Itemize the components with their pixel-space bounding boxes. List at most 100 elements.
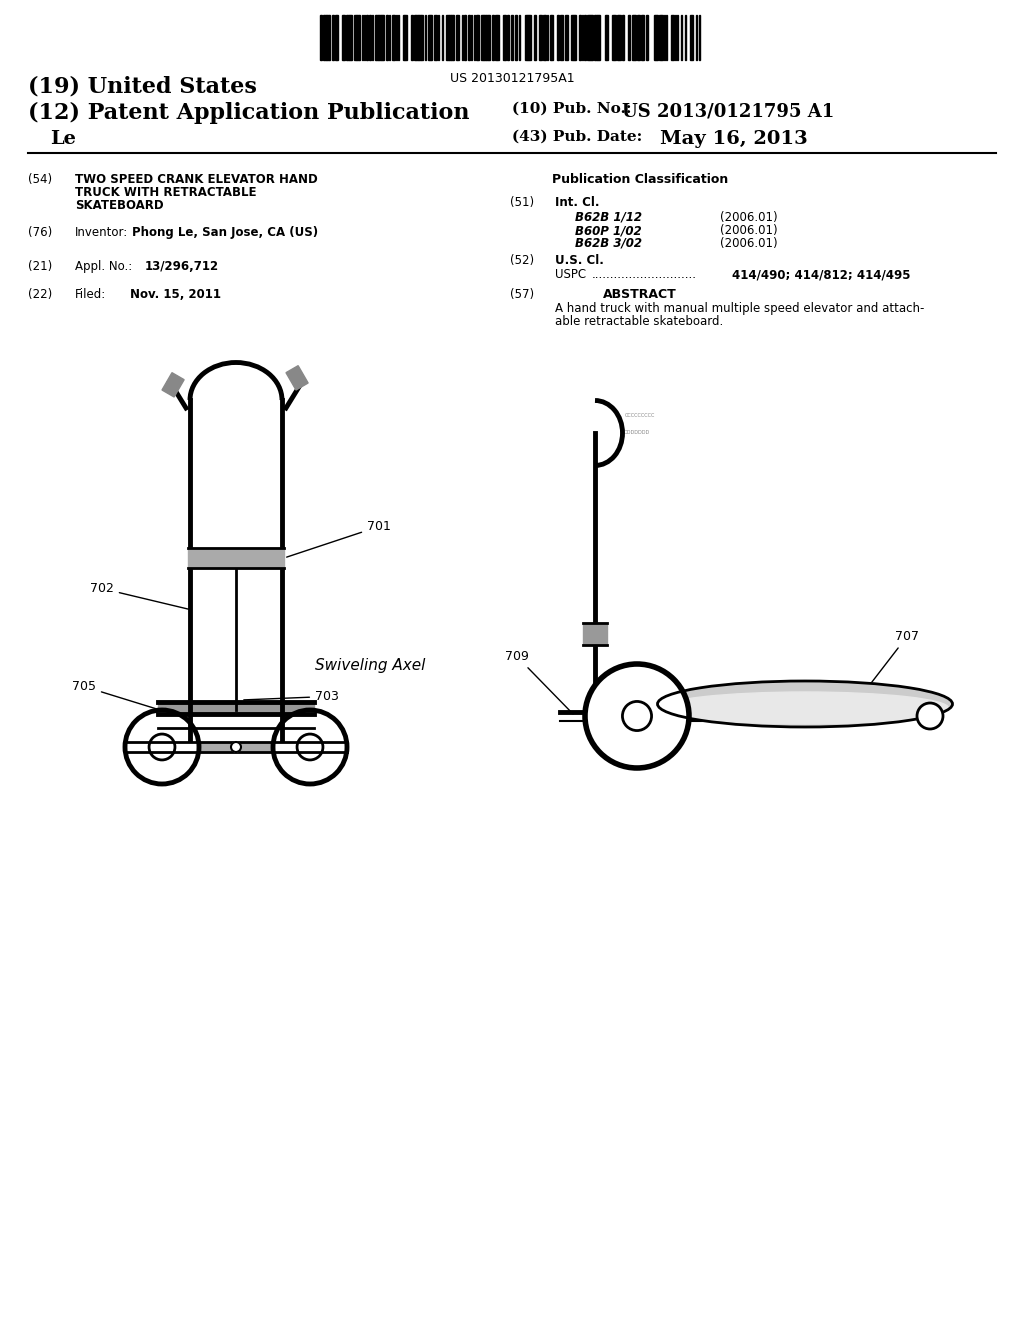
- Bar: [540, 15, 542, 59]
- Text: 707: 707: [857, 630, 919, 702]
- Bar: [543, 15, 545, 59]
- Bar: [614, 15, 616, 59]
- Text: 701: 701: [287, 520, 391, 557]
- Text: US 20130121795A1: US 20130121795A1: [450, 73, 574, 84]
- Bar: [434, 15, 437, 59]
- Text: Nov. 15, 2011: Nov. 15, 2011: [130, 288, 221, 301]
- Bar: [671, 15, 674, 59]
- Bar: [446, 15, 449, 59]
- Text: (54): (54): [28, 173, 52, 186]
- Text: Phong Le, San Jose, CA (US): Phong Le, San Jose, CA (US): [132, 226, 318, 239]
- Text: 414/490; 414/812; 414/495: 414/490; 414/812; 414/495: [732, 268, 910, 281]
- Bar: [357, 15, 359, 59]
- Circle shape: [231, 742, 241, 752]
- Bar: [618, 15, 621, 59]
- Text: (2006.01): (2006.01): [720, 211, 777, 224]
- Bar: [347, 15, 349, 59]
- Text: USPC: USPC: [555, 268, 586, 281]
- Text: (2006.01): (2006.01): [720, 238, 777, 249]
- Text: DDDDDDD: DDDDDDD: [623, 430, 649, 436]
- Text: Inventor:: Inventor:: [75, 226, 128, 239]
- Text: 702: 702: [90, 582, 189, 610]
- Text: (57): (57): [510, 288, 535, 301]
- Circle shape: [273, 710, 347, 784]
- Text: ABSTRACT: ABSTRACT: [603, 288, 677, 301]
- Bar: [125, 742, 347, 752]
- Text: Swiveling Axel: Swiveling Axel: [315, 657, 425, 673]
- Bar: [662, 15, 663, 59]
- Text: (51): (51): [510, 195, 535, 209]
- Bar: [319, 15, 705, 59]
- Text: TRUCK WITH RETRACTABLE: TRUCK WITH RETRACTABLE: [75, 186, 256, 199]
- Text: CCCCCCCCC: CCCCCCCCC: [625, 413, 655, 418]
- Bar: [162, 372, 184, 397]
- Bar: [495, 15, 497, 59]
- Bar: [376, 15, 378, 59]
- Circle shape: [585, 664, 689, 768]
- Text: (43) Pub. Date:: (43) Pub. Date:: [512, 129, 642, 144]
- Bar: [612, 15, 614, 59]
- Bar: [416, 15, 418, 59]
- Text: 705: 705: [72, 680, 158, 709]
- Bar: [583, 623, 607, 645]
- Bar: [595, 15, 597, 59]
- Text: (76): (76): [28, 226, 52, 239]
- Ellipse shape: [657, 681, 952, 727]
- Text: 703: 703: [244, 690, 339, 704]
- Bar: [606, 15, 608, 59]
- Bar: [354, 15, 356, 59]
- Ellipse shape: [662, 692, 948, 723]
- Text: (10) Pub. No.:: (10) Pub. No.:: [512, 102, 632, 116]
- Bar: [457, 15, 459, 59]
- Bar: [659, 15, 662, 59]
- Bar: [419, 15, 421, 59]
- Bar: [560, 15, 563, 59]
- Bar: [449, 15, 451, 59]
- Text: (19) United States: (19) United States: [28, 75, 257, 96]
- Text: ............................: ............................: [592, 268, 697, 281]
- Bar: [379, 15, 381, 59]
- Text: (12) Patent Application Publication: (12) Patent Application Publication: [28, 102, 469, 124]
- Text: (22): (22): [28, 288, 52, 301]
- Bar: [511, 15, 513, 59]
- Text: 709: 709: [505, 649, 573, 714]
- Text: U.S. Cl.: U.S. Cl.: [555, 253, 604, 267]
- Bar: [327, 15, 329, 59]
- Bar: [503, 15, 505, 59]
- Bar: [324, 15, 326, 59]
- Text: Le: Le: [50, 129, 76, 148]
- Text: B60P 1/02: B60P 1/02: [575, 224, 642, 238]
- Circle shape: [125, 710, 199, 784]
- Text: SKATEBOARD: SKATEBOARD: [75, 199, 164, 213]
- Bar: [571, 15, 573, 59]
- Bar: [584, 15, 586, 59]
- Text: B62B 3/02: B62B 3/02: [575, 238, 642, 249]
- Bar: [565, 15, 568, 59]
- Text: B62B 1/12: B62B 1/12: [575, 211, 642, 224]
- Bar: [525, 15, 527, 59]
- Text: A hand truck with manual multiple speed elevator and attach-: A hand truck with manual multiple speed …: [555, 302, 925, 315]
- Bar: [481, 15, 483, 59]
- Text: (52): (52): [510, 253, 535, 267]
- Bar: [188, 548, 284, 568]
- Bar: [451, 15, 453, 59]
- Text: Publication Classification: Publication Classification: [552, 173, 728, 186]
- Text: Int. Cl.: Int. Cl.: [555, 195, 599, 209]
- Text: May 16, 2013: May 16, 2013: [660, 129, 808, 148]
- Bar: [286, 366, 308, 389]
- Bar: [551, 15, 553, 59]
- Bar: [484, 15, 486, 59]
- Text: able retractable skateboard.: able retractable skateboard.: [555, 315, 723, 327]
- Text: Filed:: Filed:: [75, 288, 106, 301]
- Text: (21): (21): [28, 260, 52, 273]
- Bar: [158, 702, 314, 714]
- Bar: [406, 15, 407, 59]
- Bar: [421, 15, 423, 59]
- Bar: [411, 15, 413, 59]
- Text: (2006.01): (2006.01): [720, 224, 777, 238]
- Text: 13/296,712: 13/296,712: [145, 260, 219, 273]
- Bar: [486, 15, 488, 59]
- Circle shape: [918, 704, 943, 729]
- Text: TWO SPEED CRANK ELEVATOR HAND: TWO SPEED CRANK ELEVATOR HAND: [75, 173, 317, 186]
- Bar: [497, 15, 499, 59]
